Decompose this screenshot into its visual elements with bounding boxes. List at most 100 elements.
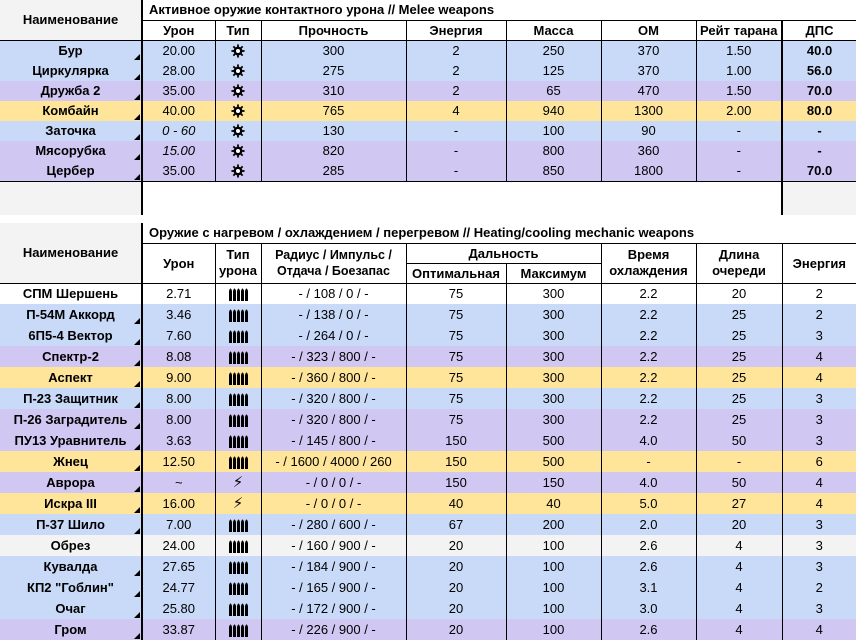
- weapon-name-label: Гром: [54, 622, 87, 637]
- gear-icon: [231, 63, 245, 78]
- range-max-cell: 500: [505, 451, 601, 472]
- weapon-name-label: ПУ13 Уравнитель: [14, 433, 127, 448]
- burst-cell: 25: [695, 304, 782, 325]
- table-row: СПМ Шершень 2.71 - / 108 / 0 / -75 300 2.2 20…: [0, 283, 856, 304]
- table-row: Дружба 2 35.00 310 2 65 470 1.50 70.0: [0, 80, 856, 101]
- weapon-name-label: Аврора: [46, 475, 95, 490]
- mass-cell: 65: [505, 80, 601, 101]
- energy-cell: 6: [781, 451, 856, 472]
- range-max-cell: 100: [505, 577, 601, 598]
- note-marker-icon: [134, 53, 140, 60]
- weapon-name: ПУ13 Уравнитель: [0, 430, 143, 451]
- energy-cell: 2: [405, 40, 506, 61]
- gear-icon: [231, 143, 245, 158]
- om-cell: 470: [600, 80, 696, 101]
- damage-type-cell: [214, 346, 261, 367]
- radius-cell: - / 160 / 900 / -: [260, 535, 406, 556]
- mass-cell: 940: [505, 100, 601, 121]
- burst-cell: 20: [695, 514, 782, 535]
- range-max-cell: 500: [505, 430, 601, 451]
- col-header-cooldown: Время охлаждения: [600, 243, 696, 284]
- om-cell: 1300: [600, 100, 696, 121]
- burst-cell: 27: [695, 493, 782, 514]
- table-row: Искра III 16.00 ⚡︎ - / 0 / 0 / -40 40 5.0 27 4: [0, 493, 856, 514]
- damage-cell: 3.46: [141, 304, 215, 325]
- col-header-range-optimal: Оптимальная: [405, 263, 506, 284]
- energy-cell: 3: [781, 598, 856, 619]
- damage-type-cell: ⚡︎: [214, 472, 261, 493]
- range-optimal-cell: 20: [405, 556, 506, 577]
- weapon-name-label: СПМ Шершень: [22, 286, 119, 302]
- weapon-name-label: Заточка: [45, 123, 96, 138]
- table-row: П-23 Защитник 8.00- / 320 / 800 / -75 300 2…: [0, 388, 856, 409]
- burst-cell: 4: [695, 598, 782, 619]
- weapon-name: Искра III: [0, 493, 143, 514]
- note-marker-icon: [134, 153, 140, 160]
- table-row: КП2 "Гоблин" 24.77 - / 165 / 900 / -20 100 3…: [0, 577, 856, 598]
- bullets-icon: [228, 327, 248, 343]
- cooldown-cell: 2.2: [600, 346, 696, 367]
- weapon-name: Дружба 2: [0, 80, 143, 101]
- weapon-name-label: Спектр-2: [42, 349, 99, 364]
- lightning-icon: ⚡︎: [232, 473, 244, 491]
- radius-cell: - / 264 / 0 / -: [260, 325, 406, 346]
- range-optimal-cell: 75: [405, 283, 506, 304]
- weapon-name-label: Обрез: [50, 538, 91, 553]
- radius-cell: - / 360 / 800 / -: [260, 367, 406, 388]
- type-cell: [214, 40, 261, 61]
- gear-icon: [231, 163, 245, 178]
- spacer-cell: [141, 181, 782, 215]
- radius-cell: - / 172 / 900 / -: [260, 598, 406, 619]
- weapon-name: Жнец: [0, 451, 143, 472]
- cooldown-cell: 5.0: [600, 493, 696, 514]
- cooldown-cell: 4.0: [600, 472, 696, 493]
- weapon-name: П-26 Заградитель: [0, 409, 143, 430]
- mass-cell: 100: [505, 120, 601, 141]
- col-header-energy: Энергия: [405, 20, 506, 41]
- mass-cell: 250: [505, 40, 601, 61]
- burst-cell: 25: [695, 346, 782, 367]
- gear-icon: [231, 83, 245, 98]
- note-marker-icon: [134, 173, 140, 180]
- bullets-icon: [228, 369, 248, 385]
- om-cell: 1800: [600, 160, 696, 182]
- weapon-name-label: Очаг: [55, 601, 86, 616]
- range-optimal-cell: 20: [405, 619, 506, 640]
- table-row: Очаг 25.80 - / 172 / 900 / -20 100 3.0 4 3: [0, 598, 856, 619]
- weapon-name: Очаг: [0, 598, 143, 619]
- gear-icon: [231, 43, 245, 58]
- range-optimal-cell: 75: [405, 388, 506, 409]
- damage-cell: 25.80: [141, 598, 215, 619]
- damage-cell: 9.00: [141, 367, 215, 388]
- dps-cell: -: [780, 140, 856, 161]
- weapon-name-label: Аспект: [48, 370, 93, 385]
- dps-cell: 80.0: [780, 100, 856, 121]
- burst-cell: 4: [695, 535, 782, 556]
- damage-cell: 20.00: [141, 40, 215, 61]
- range-optimal-cell: 75: [405, 325, 506, 346]
- heat-title: Оружие с нагревом / охлаждением / перегр…: [142, 223, 856, 244]
- damage-cell: 7.60: [141, 325, 215, 346]
- range-max-cell: 300: [505, 346, 601, 367]
- energy-cell: 3: [781, 514, 856, 535]
- damage-type-cell: [214, 283, 261, 304]
- weapon-name-label: Комбайн: [42, 103, 99, 118]
- energy-cell: 4: [405, 100, 506, 121]
- energy-cell: 3: [781, 388, 856, 409]
- burst-cell: 25: [695, 388, 782, 409]
- melee-weapons-table: Наименование Активное оружие контактного…: [0, 0, 856, 215]
- dps-cell: 40.0: [780, 40, 856, 61]
- table-row: Спектр-2 8.08 - / 323 / 800 / -75 300 2.2 25 4: [0, 346, 856, 367]
- spacer-row: [0, 181, 856, 215]
- spacer-cell: [780, 181, 856, 215]
- damage-cell: 0 - 60: [141, 120, 215, 141]
- energy-cell: 3: [781, 535, 856, 556]
- weapon-name: Спектр-2: [0, 346, 143, 367]
- ram-rate-cell: -: [695, 120, 782, 141]
- col-header-om: ОМ: [600, 20, 696, 41]
- burst-cell: 4: [695, 577, 782, 598]
- weapon-name-label: Кувалда: [43, 559, 98, 574]
- dps-cell: 70.0: [780, 160, 856, 182]
- ram-rate-cell: 1.50: [695, 80, 782, 101]
- note-marker-icon: [134, 486, 140, 492]
